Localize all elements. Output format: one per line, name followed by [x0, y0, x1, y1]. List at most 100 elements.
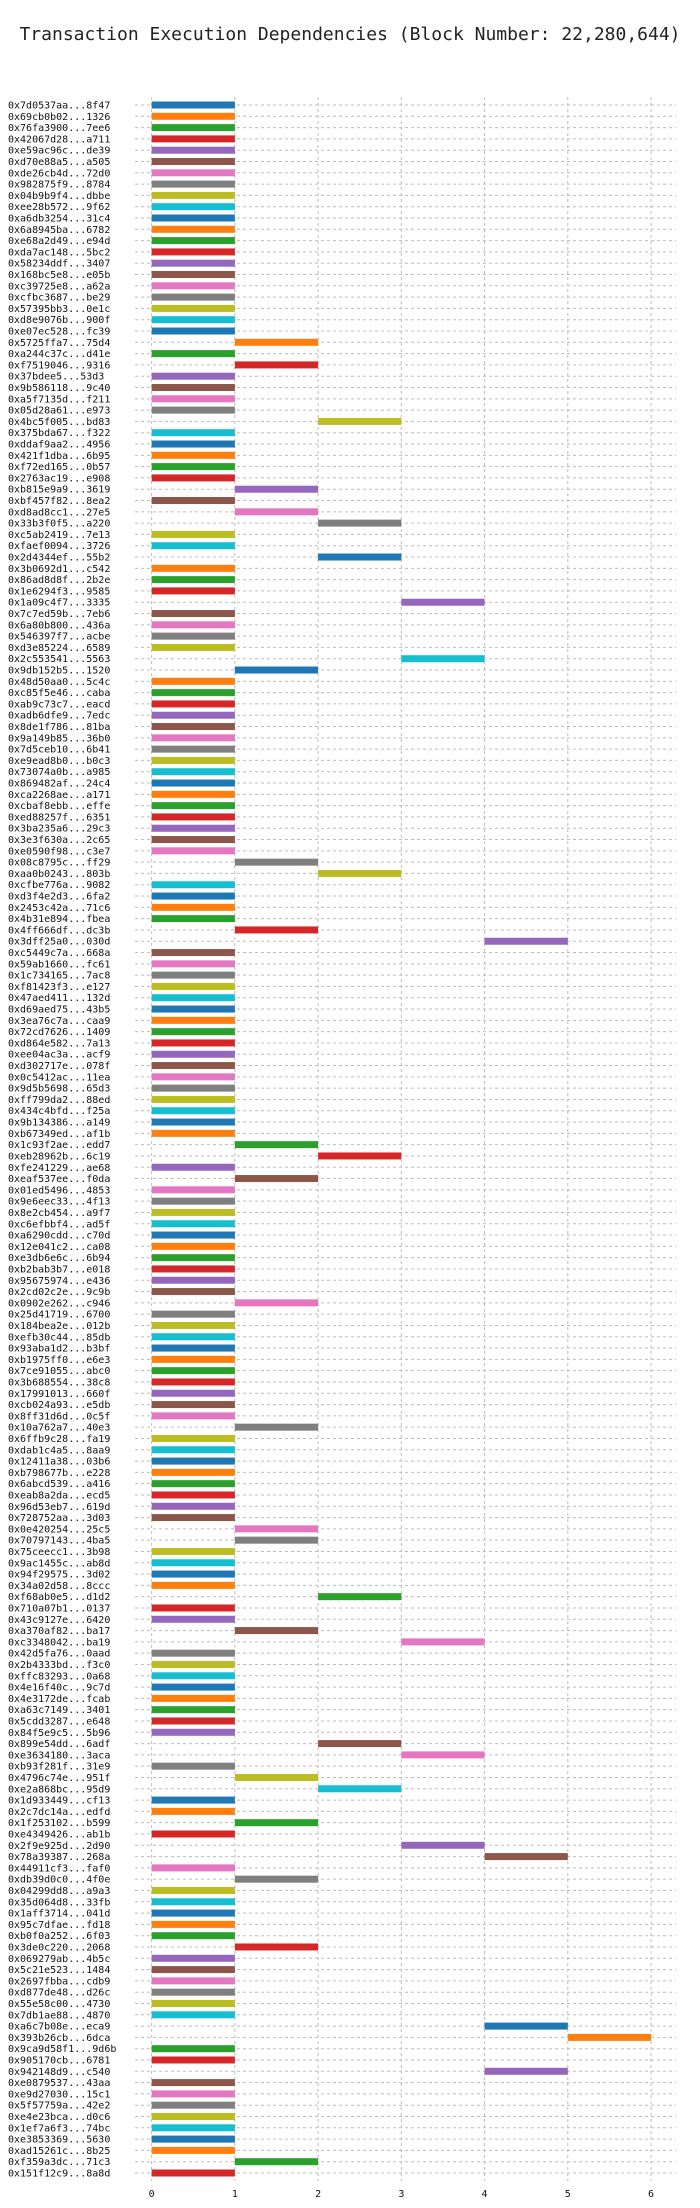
y-tick-label: 0x37bdee5...53d3 — [8, 372, 104, 383]
y-tick-label: 0x94f29575...3d02 — [8, 1570, 110, 1581]
bar — [151, 1401, 235, 1409]
y-tick-label: 0x25d41719...6700 — [8, 1310, 110, 1321]
y-tick-label: 0x72cd7626...1409 — [8, 1027, 110, 1038]
y-tick-label: 0xb1975ff0...e6e3 — [8, 1355, 110, 1366]
y-tick-label: 0xbf457f82...8ea2 — [8, 496, 110, 507]
bar — [151, 802, 235, 810]
bar — [401, 598, 485, 606]
bar — [151, 1581, 235, 1589]
y-tick-label: 0x2763ac19...e908 — [8, 473, 110, 484]
y-tick-label: 0xed88257f...6351 — [8, 812, 110, 823]
bar — [151, 1434, 235, 1442]
bar — [151, 994, 235, 1002]
bar — [234, 1627, 319, 1635]
y-tick-label: 0xe3db6e6c...6b94 — [8, 1253, 110, 1264]
y-tick-label: 0xd302717e...078f — [8, 1061, 110, 1072]
bar — [151, 1129, 235, 1137]
bar — [318, 417, 402, 425]
y-tick-label: 0x84f5e9c5...5b96 — [8, 1728, 110, 1739]
y-tick-label: 0xf68ab0e5...d1d2 — [8, 1592, 110, 1603]
bar — [151, 1547, 235, 1555]
y-tick-label: 0xa6290cdd...c70d — [8, 1231, 110, 1242]
y-tick-label: 0xa244c37c...d41e — [8, 349, 110, 360]
y-tick-label: 0xaa0b0243...803b — [8, 869, 110, 880]
y-tick-label: 0x75ceecc1...3b98 — [8, 1547, 110, 1558]
bar — [151, 1514, 235, 1522]
y-tick-label: 0x1e6294f3...9585 — [8, 586, 110, 597]
bar — [151, 124, 235, 132]
bar — [484, 2022, 568, 2030]
y-tick-label: 0x5c21e523...1484 — [8, 1965, 110, 1976]
bar — [151, 982, 235, 990]
bar — [151, 1660, 235, 1668]
x-tick-labels: 0 1 2 3 4 5 6 — [149, 2189, 654, 2200]
bar — [151, 1288, 235, 1296]
y-tick-label: 0xee28b572...9f62 — [8, 202, 110, 213]
y-tick-label: 0x2c7dc14a...edfd — [8, 1807, 110, 1818]
y-tick-label: 0x12411a38...03b6 — [8, 1457, 110, 1468]
y-tick-label: 0x70797143...4ba5 — [8, 1536, 110, 1547]
y-tick-label: 0x08c8795c...ff29 — [8, 858, 110, 869]
bar — [401, 1751, 485, 1759]
y-tick-label: 0xcbaf8ebb...effe — [8, 801, 110, 812]
bar — [151, 440, 235, 448]
x-tick-label: 3 — [398, 2189, 404, 2200]
y-tick-label: 0x96d53eb7...619d — [8, 1502, 110, 1513]
y-tick-label: 0x47aed411...132d — [8, 993, 110, 1004]
y-tick-label: 0x2d4344ef...55b2 — [8, 553, 110, 564]
y-tick-label: 0x35d064d8...33fb — [8, 1897, 110, 1908]
y-tick-label: 0xffc83293...0a68 — [8, 1671, 110, 1682]
bar — [151, 1028, 235, 1036]
bar — [151, 1107, 235, 1115]
y-tick-label: 0xca2268ae...a171 — [8, 790, 110, 801]
y-tick-label: 0x8ff31d6d...0c5f — [8, 1411, 110, 1422]
y-tick-label: 0x9db152b5...1520 — [8, 666, 110, 677]
x-tick-label: 2 — [315, 2189, 321, 2200]
y-tick-label: 0xf81423f3...e127 — [8, 982, 110, 993]
y-tick-label: 0xeaf537ee...f0da — [8, 1174, 110, 1185]
bar — [151, 1491, 235, 1499]
bar — [151, 1242, 235, 1250]
y-tick-label: 0x1d933449...cf13 — [8, 1796, 110, 1807]
y-tick-label: 0xcb024a93...e5db — [8, 1400, 110, 1411]
y-tick-label: 0x01ed5496...4853 — [8, 1185, 110, 1196]
bar — [151, 1762, 235, 1770]
bar — [151, 1118, 235, 1126]
bar — [151, 1502, 235, 1510]
y-tick-label: 0xde26cb4d...72d0 — [8, 168, 110, 179]
bar — [151, 214, 235, 222]
y-tick-label: 0x5f57759a...42e2 — [8, 2101, 110, 2112]
bar — [318, 519, 402, 527]
y-tick-label: 0x33b3f0f5...a220 — [8, 519, 110, 530]
y-tick-label: 0xd877de48...d26c — [8, 1988, 110, 1999]
bar — [151, 474, 235, 482]
y-tick-label: 0x1aff3714...041d — [8, 1909, 110, 1920]
y-tick-label: 0x6ffb9c28...fa19 — [8, 1434, 110, 1445]
bar — [234, 508, 319, 516]
bar — [151, 1050, 235, 1058]
bar — [151, 1694, 235, 1702]
y-tick-label: 0xe68a2d49...e94d — [8, 236, 110, 247]
bar — [234, 666, 319, 674]
bar — [151, 1999, 235, 2007]
bar — [151, 225, 235, 233]
y-tick-label: 0xf359a3dc...71c3 — [8, 2157, 110, 2168]
bar — [151, 101, 235, 109]
y-tick-label: 0x3ba235a6...29c3 — [8, 824, 110, 835]
y-tick-label: 0xe0879537...43aa — [8, 2078, 110, 2089]
y-tick-label: 0x0e420254...25c5 — [8, 1524, 110, 1535]
bar — [151, 1559, 235, 1567]
bars — [151, 101, 652, 2177]
y-tick-label: 0xe59ac96c...de39 — [8, 146, 110, 157]
y-tick-label: 0xb0f0a252...6f03 — [8, 1931, 110, 1942]
y-tick-label: 0xa6db3254...31c4 — [8, 214, 110, 225]
bar — [151, 1412, 235, 1420]
bar — [151, 384, 235, 392]
bar — [151, 1604, 235, 1612]
y-tick-label: 0xd8ad8cc1...27e5 — [8, 507, 110, 518]
y-tick-label: 0x899e54dd...6adf — [8, 1739, 110, 1750]
bar — [401, 1841, 485, 1849]
bar — [151, 779, 235, 787]
bar — [151, 2135, 235, 2143]
